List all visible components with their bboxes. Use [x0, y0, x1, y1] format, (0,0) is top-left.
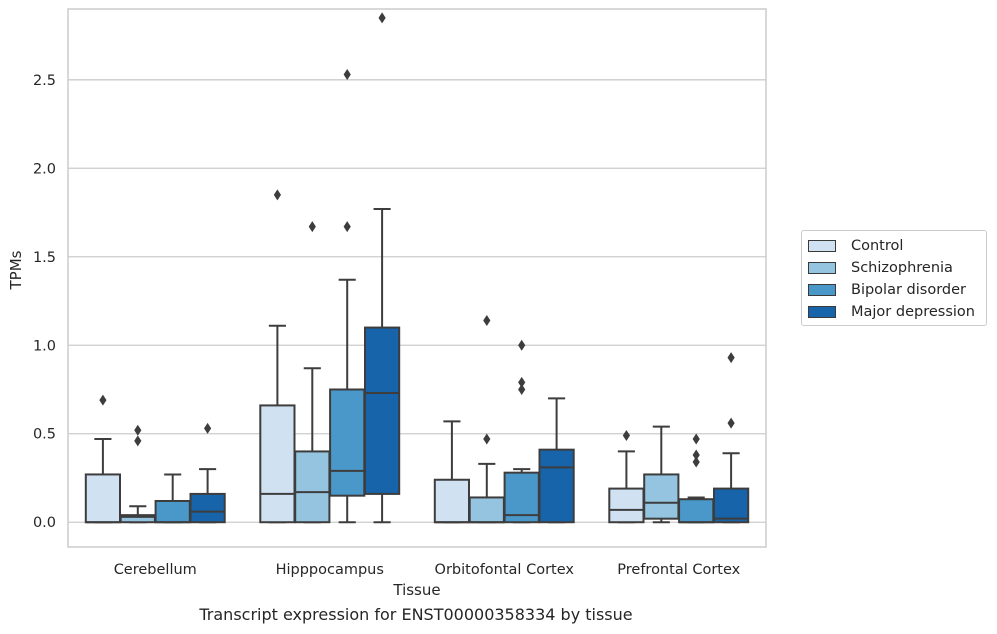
legend-label-control: Control [851, 238, 904, 254]
legend-item-schizophrenia: Schizophrenia [808, 258, 953, 278]
x-tick-labels: Cerebellum Hipppocampus Orbitofontal Corte… [114, 562, 741, 578]
box [259, 404, 296, 524]
box [608, 487, 645, 524]
box [363, 326, 401, 495]
outlier-point [727, 417, 735, 429]
outlier-point [134, 435, 142, 447]
y-tick-labels: 0.0 0.5 1.0 1.5 2.0 2.5 [33, 73, 56, 531]
legend-swatch-schizophrenia [808, 262, 836, 274]
box [154, 499, 191, 524]
x-tick-label: Orbitofontal Cortex [435, 562, 575, 578]
outlier-point [518, 339, 526, 351]
box [294, 450, 331, 524]
outlier-point [273, 189, 281, 201]
outlier-point [134, 424, 142, 436]
box [643, 473, 680, 520]
y-tick-label: 0.0 [33, 515, 56, 531]
outlier-point [99, 394, 107, 406]
legend-label-schizophrenia: Schizophrenia [851, 260, 953, 276]
legend-item-control: Control [808, 236, 903, 256]
outlier-point [518, 383, 526, 395]
legend-swatch-major-depression [808, 306, 836, 318]
y-tick-label: 2.0 [33, 161, 56, 177]
box [84, 473, 122, 524]
legend-swatch-bipolar-disorder [808, 284, 836, 296]
gridlines [68, 79, 766, 523]
legend-item-major-depression: Major depression [808, 302, 975, 322]
plot-area-frame [67, 8, 767, 548]
y-tick-label: 2.5 [33, 73, 56, 89]
y-tick-label: 1.0 [33, 338, 56, 354]
box [329, 388, 366, 497]
box [468, 496, 505, 524]
box-series-group [84, 12, 750, 524]
outlier-point [204, 422, 212, 434]
outlier-point [483, 433, 491, 445]
outlier-point [692, 449, 700, 461]
box [189, 492, 226, 524]
outlier-point [727, 352, 735, 364]
legend-swatch-control [808, 240, 836, 252]
outlier-point [692, 456, 700, 468]
legend-label-bipolar-disorder: Bipolar disorder [851, 282, 966, 298]
outlier-point [343, 221, 351, 233]
x-tick-label: Hipppocampus [276, 562, 384, 578]
x-tick-label: Prefrontal Cortex [617, 562, 740, 578]
x-tick-label: Cerebellum [114, 562, 197, 578]
figure-caption: Transcript expression for ENST0000035833… [199, 605, 633, 624]
y-tick-label: 0.5 [33, 427, 56, 443]
outlier-point [308, 221, 316, 233]
outlier-point [378, 12, 386, 24]
y-tick-label: 1.5 [33, 250, 56, 266]
legend: Control Schizophrenia Bipolar disorder M… [801, 230, 987, 326]
legend-item-bipolar-disorder: Bipolar disorder [808, 280, 966, 300]
legend-label-major-depression: Major depression [851, 304, 975, 320]
outlier-point [343, 68, 351, 80]
outlier-point [622, 430, 630, 442]
outlier-point [518, 376, 526, 388]
outlier-point [483, 314, 491, 326]
box [433, 478, 471, 524]
box [538, 448, 575, 524]
box [503, 471, 540, 524]
box [712, 487, 750, 524]
y-axis-label: TPMs [7, 250, 25, 290]
box [678, 498, 715, 524]
x-axis-label: Tissue [392, 581, 440, 599]
outlier-point [692, 433, 700, 445]
